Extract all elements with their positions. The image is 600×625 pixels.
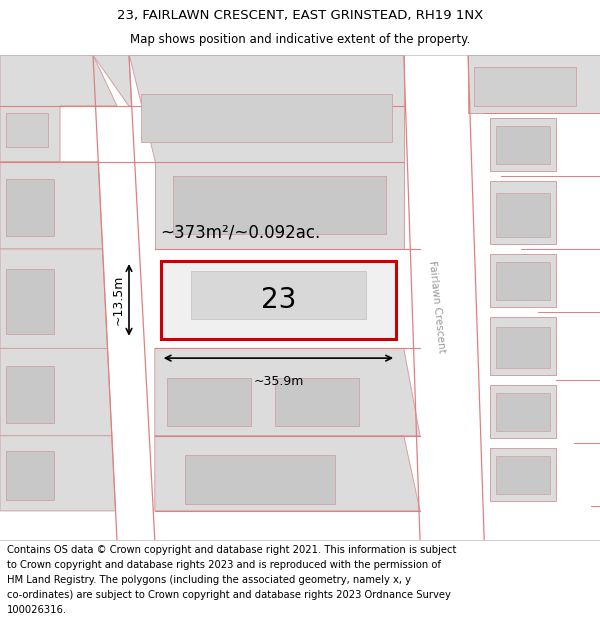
- Polygon shape: [155, 436, 420, 511]
- Bar: [490, 317, 556, 375]
- Polygon shape: [0, 55, 117, 162]
- Text: ~373m²/~0.092ac.: ~373m²/~0.092ac.: [160, 223, 320, 241]
- Bar: [167, 378, 251, 426]
- Polygon shape: [0, 162, 103, 249]
- Bar: [490, 181, 556, 244]
- Bar: [191, 271, 366, 319]
- Polygon shape: [93, 55, 131, 106]
- Bar: [141, 94, 392, 142]
- Text: ~13.5m: ~13.5m: [111, 275, 124, 325]
- Bar: [496, 193, 550, 237]
- Text: 23, FAIRLAWN CRESCENT, EAST GRINSTEAD, RH19 1NX: 23, FAIRLAWN CRESCENT, EAST GRINSTEAD, R…: [117, 9, 483, 22]
- Bar: [490, 448, 556, 501]
- Bar: [6, 179, 54, 236]
- Bar: [161, 261, 396, 339]
- Text: co-ordinates) are subject to Crown copyright and database rights 2023 Ordnance S: co-ordinates) are subject to Crown copyr…: [7, 590, 451, 600]
- Polygon shape: [468, 55, 600, 113]
- Bar: [496, 126, 550, 164]
- Bar: [496, 393, 550, 431]
- Text: to Crown copyright and database rights 2023 and is reproduced with the permissio: to Crown copyright and database rights 2…: [7, 560, 441, 570]
- Bar: [185, 455, 335, 504]
- Bar: [490, 118, 556, 171]
- Text: Map shows position and indicative extent of the property.: Map shows position and indicative extent…: [130, 33, 470, 46]
- Bar: [474, 67, 576, 106]
- Bar: [161, 261, 396, 339]
- Text: 100026316.: 100026316.: [7, 604, 67, 614]
- Polygon shape: [0, 249, 107, 348]
- Text: ~35.9m: ~35.9m: [253, 375, 304, 388]
- Polygon shape: [155, 162, 404, 249]
- Bar: [275, 378, 359, 426]
- Bar: [490, 254, 556, 308]
- Bar: [6, 366, 54, 423]
- Bar: [496, 327, 550, 368]
- Polygon shape: [0, 348, 112, 436]
- Bar: [173, 176, 386, 234]
- Polygon shape: [93, 55, 155, 540]
- Text: Fairlawn Crescent: Fairlawn Crescent: [427, 261, 446, 354]
- Polygon shape: [404, 55, 484, 540]
- Bar: [6, 269, 54, 334]
- Bar: [496, 456, 550, 494]
- Bar: [490, 385, 556, 438]
- Text: HM Land Registry. The polygons (including the associated geometry, namely x, y: HM Land Registry. The polygons (includin…: [7, 575, 411, 585]
- Polygon shape: [0, 436, 116, 511]
- Polygon shape: [155, 348, 420, 436]
- Polygon shape: [129, 55, 404, 162]
- Bar: [496, 262, 550, 300]
- Text: Contains OS data © Crown copyright and database right 2021. This information is : Contains OS data © Crown copyright and d…: [7, 545, 457, 555]
- Text: 23: 23: [261, 286, 296, 314]
- Bar: [6, 113, 48, 147]
- Bar: [6, 451, 54, 499]
